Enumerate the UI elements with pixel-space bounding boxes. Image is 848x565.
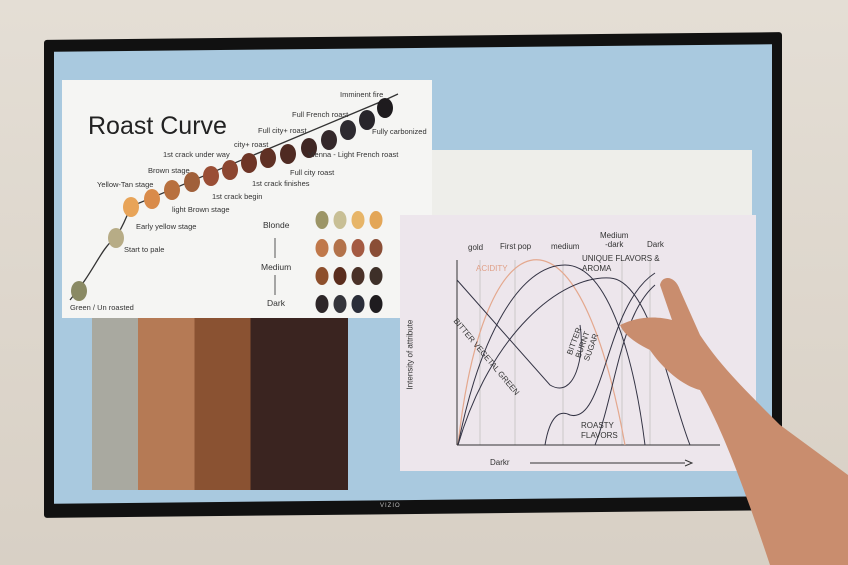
roast-bean <box>260 148 276 168</box>
roast-bean <box>241 153 257 173</box>
stage-label: Early yellow stage <box>136 222 197 231</box>
scale-bean <box>315 267 329 285</box>
scale-medium: Medium <box>261 262 292 272</box>
stage-label: Full city+ roast <box>258 126 307 135</box>
scale-dark: Dark <box>267 298 285 308</box>
scale-bean <box>333 239 347 257</box>
scale-bean <box>315 211 329 229</box>
scale-blonde: Blonde <box>263 220 290 230</box>
curve-2 <box>457 264 646 446</box>
roast-bean <box>71 281 87 301</box>
acidity-curve <box>457 259 626 446</box>
scale-bean <box>369 239 383 257</box>
stage-label: Fully carbonized <box>372 127 427 136</box>
stage-label: Brown stage <box>148 166 190 175</box>
roast-bean <box>280 144 296 164</box>
slide-title: Roast Curve <box>88 112 227 140</box>
stage-label: 1st crack finishes <box>252 179 310 188</box>
scale-bean <box>369 267 383 285</box>
aroma-curve <box>457 277 691 446</box>
scale-bean <box>333 211 347 229</box>
roast-bean <box>123 197 139 217</box>
scale-bean <box>351 267 365 285</box>
roast-bean <box>340 120 356 140</box>
stage-first-pop: First pop <box>500 242 532 251</box>
roast-bean <box>359 110 375 130</box>
stage-dark: Dark <box>647 240 664 249</box>
stage-label: light Brown stage <box>172 205 230 214</box>
stage-gold: gold <box>468 243 484 252</box>
stage-label: 1st crack under way <box>163 150 230 159</box>
stage-label: Imminent fire <box>340 90 384 99</box>
roast-bean <box>184 172 200 192</box>
flavor-chart <box>456 259 720 467</box>
curve-6 <box>594 284 656 446</box>
stage-label: city+ roast <box>234 140 269 149</box>
stage-label: Full French roast <box>292 110 349 119</box>
stage-label: Yellow-Tan stage <box>97 180 154 189</box>
stage-label: Vienna - Light French roast <box>308 150 399 159</box>
scale-bean <box>333 267 347 285</box>
y-axis-label: Intensity of attribute <box>405 319 415 390</box>
scale-bean <box>351 239 365 257</box>
tv-brand-logo: VIZIO <box>380 503 401 509</box>
scale-bean <box>351 211 365 229</box>
label-roasty: ROASTY <box>581 421 614 430</box>
bitter-sugar-curve <box>544 272 656 446</box>
stage-medium: medium <box>551 242 580 251</box>
roast-bean <box>164 180 180 200</box>
x-axis-label: Darkr <box>490 458 510 467</box>
stage-label: Green / Un roasted <box>70 303 134 312</box>
stage-label: 1st crack begin <box>212 192 263 201</box>
scale-bean <box>369 211 383 229</box>
stage-medium-dark: Medium -dark <box>600 231 629 249</box>
scale-bean <box>315 295 329 313</box>
stage-label: Start to pale <box>124 245 165 254</box>
roast-bean <box>108 228 124 248</box>
roast-bean <box>321 130 337 150</box>
label-unique: UNIQUE FLAVORS & <box>582 254 660 263</box>
scale-bean <box>351 295 365 313</box>
scale-bean <box>315 239 329 257</box>
scale-bean <box>333 295 347 313</box>
roast-bean <box>377 98 393 118</box>
roast-bean <box>203 166 219 186</box>
scale-bean <box>369 295 383 313</box>
pointing-hand <box>620 278 848 565</box>
roast-bean <box>301 138 317 158</box>
roast-bean <box>222 160 238 180</box>
bitter-green-curve <box>456 279 582 389</box>
label-acidity: ACIDITY <box>476 264 508 273</box>
stage-label: Full city roast <box>290 168 335 177</box>
label-flavors: FLAVORS <box>581 431 618 440</box>
roast-bean <box>144 189 160 209</box>
label-aroma: AROMA <box>582 264 612 273</box>
coffee-beans-photo <box>92 318 348 490</box>
